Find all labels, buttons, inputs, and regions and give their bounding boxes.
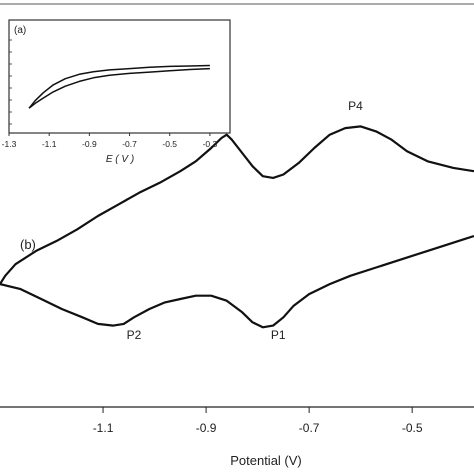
main-x-ticks: -1.1 -0.9 -0.7 -0.5 bbox=[93, 407, 423, 435]
inset-x-tick-label: -0.3 bbox=[203, 139, 218, 149]
main-x-tick-label: -0.7 bbox=[299, 421, 320, 435]
inset-frame bbox=[8, 19, 231, 134]
inset-chart: (a) E ( V ) -1.3 -1.1 -0.9 -0.7 -0.5 -0.3 bbox=[2, 19, 231, 165]
inset-series bbox=[28, 64, 210, 109]
peak-label-p4: P4 bbox=[348, 99, 363, 113]
cv-curve-reverse bbox=[0, 125, 474, 285]
inset-curve-forward bbox=[28, 67, 210, 109]
panel-label-b: (b) bbox=[20, 237, 36, 252]
inset-curve-reverse bbox=[28, 64, 210, 109]
inset-x-tick-label: -0.7 bbox=[122, 139, 137, 149]
inset-x-tick-label: -1.3 bbox=[2, 139, 17, 149]
x-axis-title: Potential (V) bbox=[230, 453, 302, 468]
main-x-tick-label: -0.5 bbox=[402, 421, 423, 435]
inset-x-ticks: -1.3 -1.1 -0.9 -0.7 -0.5 -0.3 bbox=[2, 39, 218, 149]
panel-label-a: (a) bbox=[14, 25, 26, 36]
inset-x-tick-label: -1.1 bbox=[42, 139, 57, 149]
main-series bbox=[0, 125, 474, 329]
inset-x-tick-label: -0.5 bbox=[162, 139, 177, 149]
main-x-tick-label: -0.9 bbox=[196, 421, 217, 435]
main-x-tick-label: -1.1 bbox=[93, 421, 114, 435]
inset-x-tick-label: -0.9 bbox=[82, 139, 97, 149]
inset-x-axis-title: E ( V ) bbox=[106, 154, 134, 165]
cv-curve-forward bbox=[0, 234, 474, 329]
peak-label-p1: P1 bbox=[271, 328, 286, 342]
peak-label-p2: P2 bbox=[127, 328, 142, 342]
